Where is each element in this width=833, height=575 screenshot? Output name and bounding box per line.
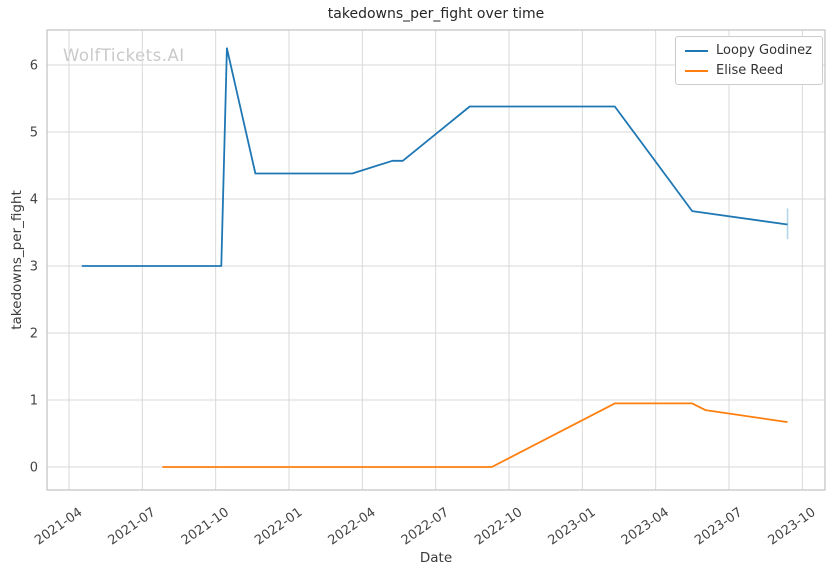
y-tick-label-0: 0 — [30, 461, 38, 476]
x-tick-label-2021-04: 2021-04 — [32, 505, 85, 548]
watermark: WolfTickets.AI — [63, 46, 185, 65]
x-tick-label-2023-10: 2023-10 — [766, 505, 819, 548]
y-tick-label-5: 5 — [30, 126, 38, 141]
x-tick-label-2022-10: 2022-10 — [472, 505, 525, 548]
x-tick-label-2021-10: 2021-10 — [179, 505, 232, 548]
x-tick-label-2022-01: 2022-01 — [252, 505, 305, 548]
x-tick-label-2023-04: 2023-04 — [619, 505, 672, 548]
legend-item-loopy-godinez: Loopy Godinez — [685, 43, 812, 58]
legend-label-loopy-godinez: Loopy Godinez — [716, 43, 812, 58]
chart-title: takedowns_per_fight over time — [327, 6, 545, 22]
y-tick-label-2: 2 — [30, 327, 38, 342]
y-tick-label-4: 4 — [30, 193, 38, 208]
series-line-elise-reed — [162, 402, 788, 468]
x-tick-label-2023-07: 2023-07 — [692, 505, 745, 548]
y-axis-label: takedowns_per_fight — [9, 190, 25, 330]
x-axis-label: Date — [419, 550, 453, 566]
legend: Loopy Godinez Elise Reed — [675, 36, 823, 85]
legend-item-elise-reed: Elise Reed — [685, 63, 812, 78]
x-tick-label-2023-01: 2023-01 — [546, 505, 599, 548]
plot-border — [46, 29, 826, 491]
x-tick-label-2022-04: 2022-04 — [326, 505, 379, 548]
x-tick-label-2022-07: 2022-07 — [399, 505, 452, 548]
y-tick-label-1: 1 — [30, 394, 38, 409]
legend-swatch-elise-reed — [685, 69, 709, 72]
legend-label-elise-reed: Elise Reed — [716, 63, 784, 78]
legend-swatch-loopy-godinez — [685, 49, 709, 52]
y-tick-label-6: 6 — [30, 59, 38, 74]
series-line-loopy-godinez — [81, 47, 788, 267]
y-tick-label-3: 3 — [30, 260, 38, 275]
x-tick-label-2021-07: 2021-07 — [106, 505, 159, 548]
